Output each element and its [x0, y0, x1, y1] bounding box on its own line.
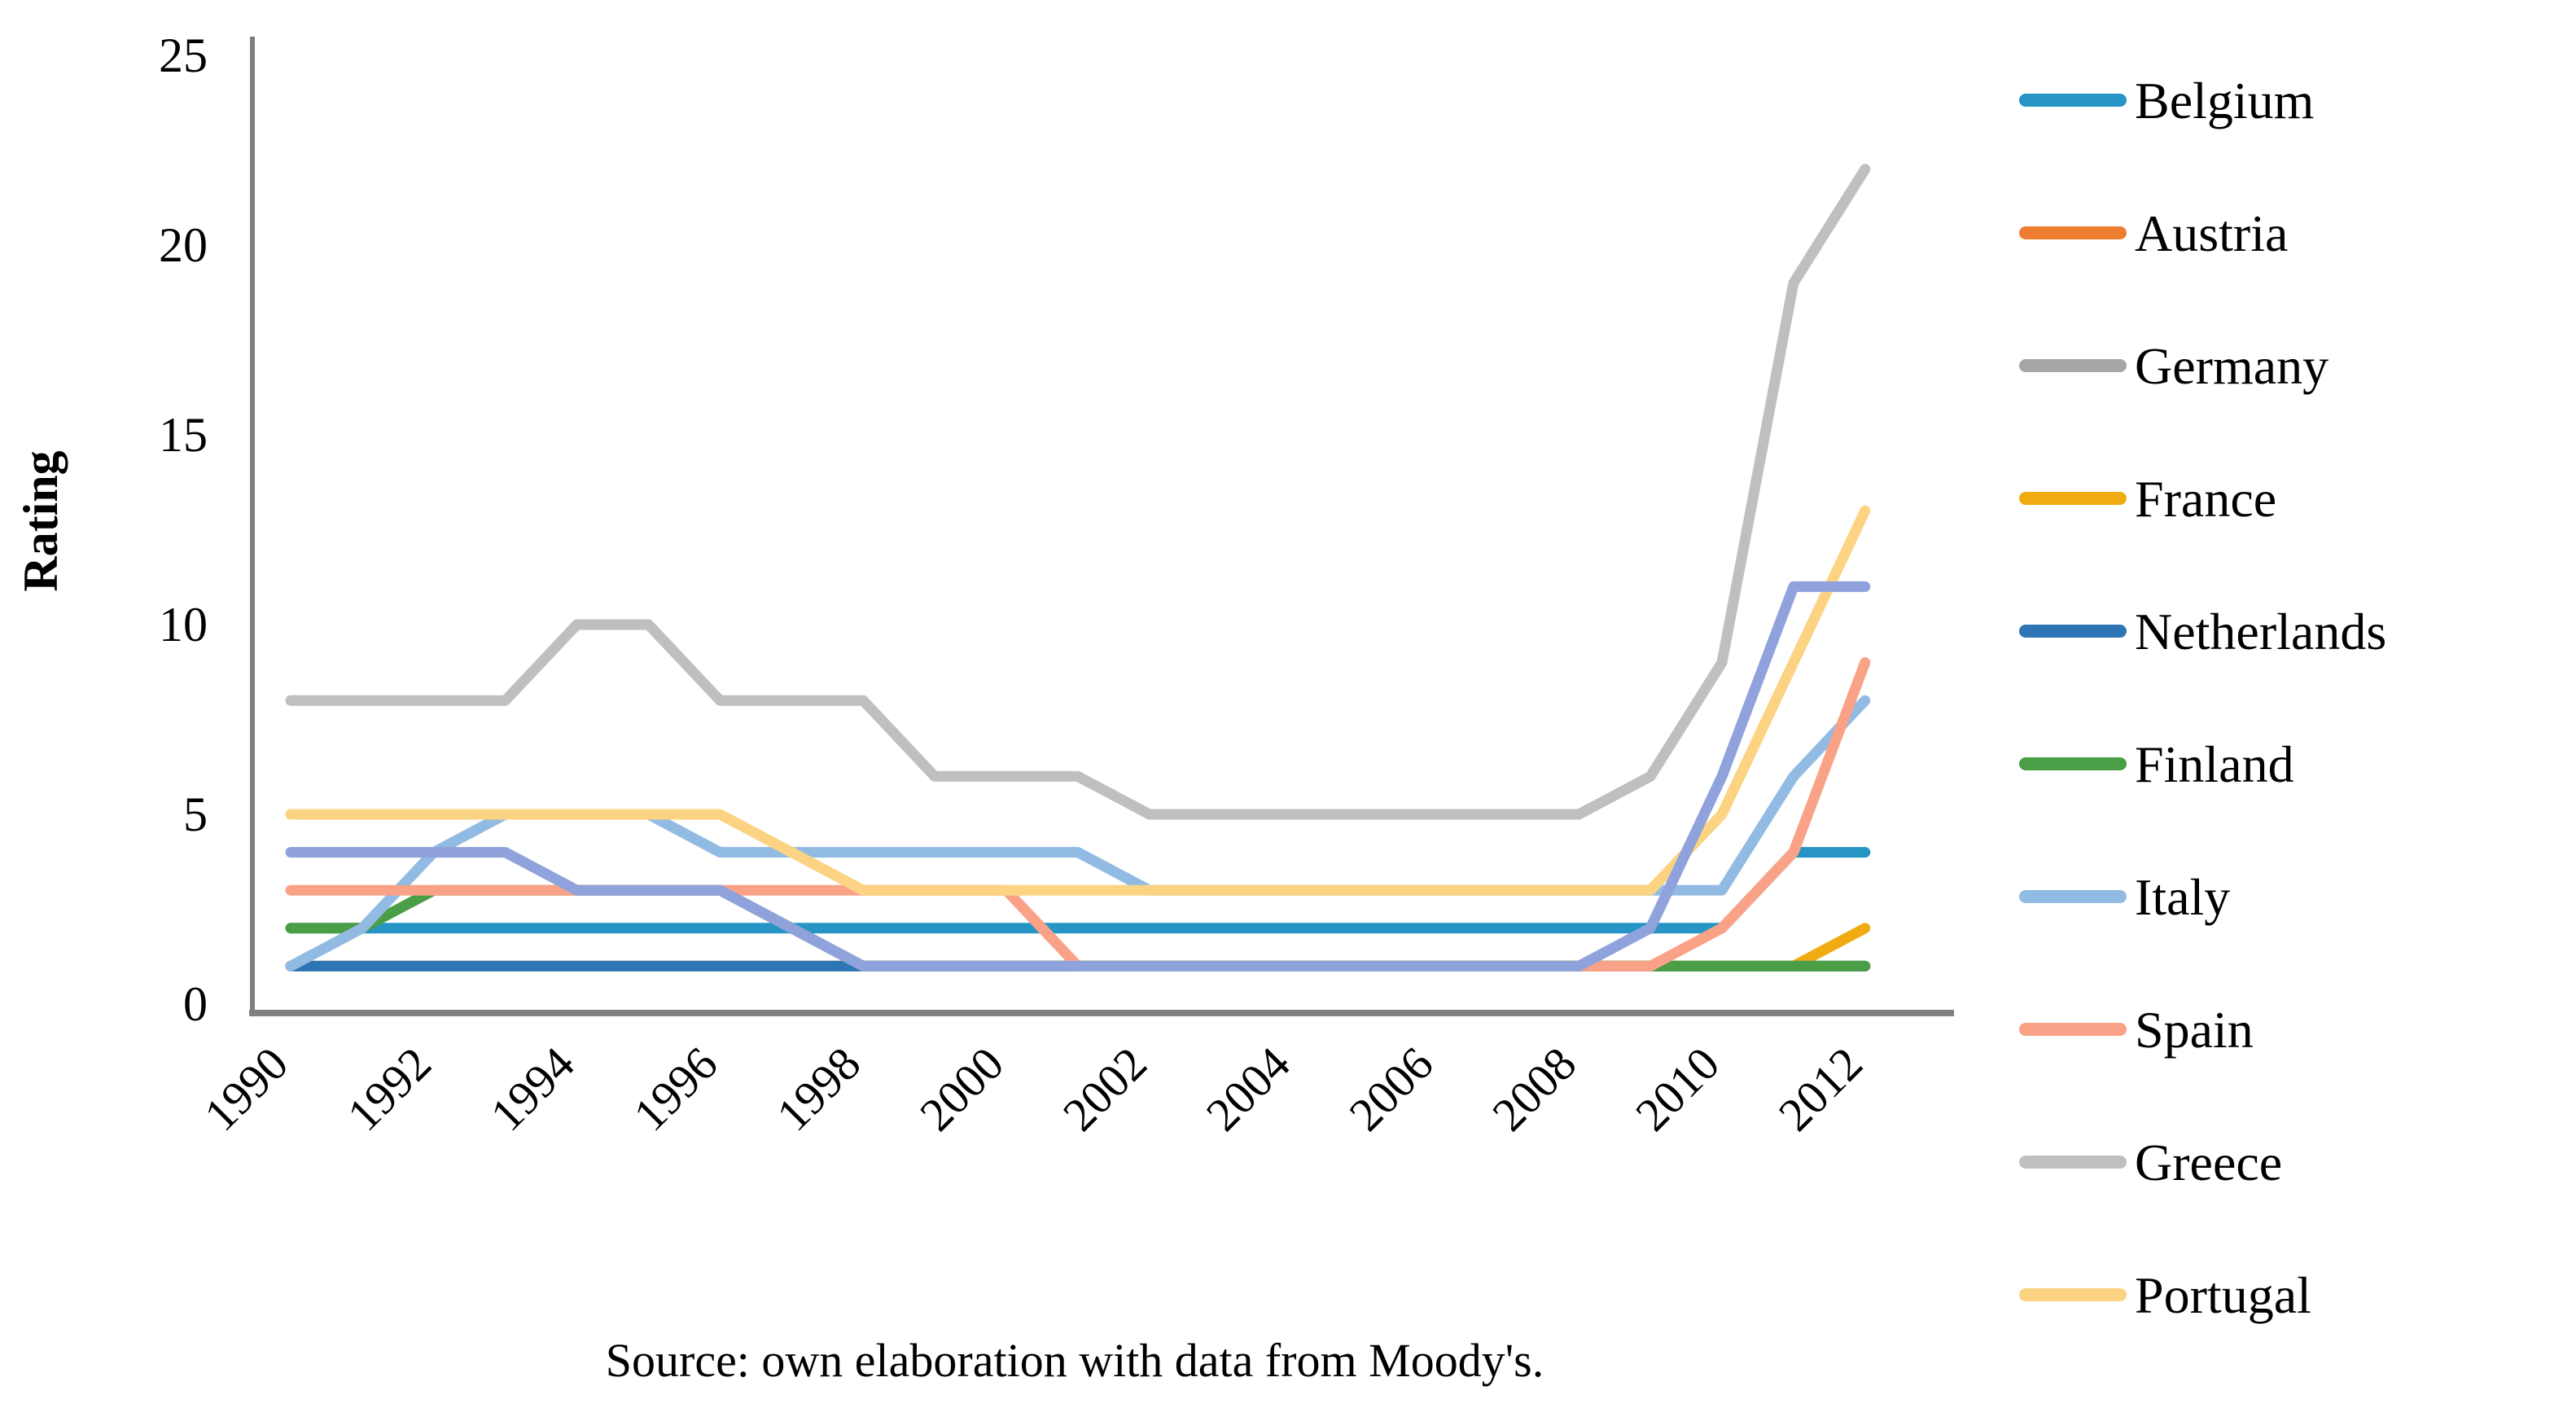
legend-label-france: France [2135, 470, 2276, 528]
legend-swatch-austria [2019, 226, 2127, 239]
y-tick-label-5: 5 [183, 787, 208, 841]
x-axis-ticks: 1990 1992 1994 1996 1998 2000 2002 2004 2006 2008… [194, 1037, 1873, 1141]
legend-label-spain: Spain [2135, 1001, 2254, 1059]
legend-swatch-italy [2019, 890, 2127, 903]
legend-item-finland: Finland [2019, 735, 2294, 793]
x-tick-label-2010: 2010 [1625, 1037, 1729, 1141]
legend-item-austria: Austria [2019, 204, 2288, 262]
x-tick-label-2004: 2004 [1196, 1037, 1300, 1141]
y-tick-label-0: 0 [183, 977, 208, 1031]
legend-swatch-finland [2019, 757, 2127, 770]
series-line--unlabeled- [285, 581, 1871, 972]
x-tick-label-1990: 1990 [194, 1037, 298, 1141]
data-series [285, 164, 1871, 972]
legend-label-portugal: Portugal [2135, 1266, 2311, 1324]
legend-label-netherlands: Netherlands [2135, 603, 2386, 660]
x-tick-label-1998: 1998 [766, 1037, 870, 1141]
legend-item-netherlands: Netherlands [2019, 603, 2386, 660]
x-tick-label-1992: 1992 [337, 1037, 441, 1141]
source-caption: Source: own elaboration with data from M… [606, 1334, 1544, 1387]
legend-swatch-spain [2019, 1023, 2127, 1036]
series-line-portugal [285, 505, 1871, 896]
legend-swatch-germany [2019, 359, 2127, 372]
legend-swatch-belgium [2019, 94, 2127, 107]
legend-item-germany: Germany [2019, 337, 2328, 395]
x-tick-label-2006: 2006 [1339, 1037, 1444, 1141]
x-tick-label-2002: 2002 [1053, 1037, 1157, 1141]
y-tick-label-15: 15 [159, 408, 208, 462]
legend-swatch-france [2019, 492, 2127, 505]
legend-item-portugal: Portugal [2019, 1266, 2311, 1324]
legend-label-italy: Italy [2135, 868, 2230, 926]
legend-swatch-portugal [2019, 1288, 2127, 1301]
series-line-belgium [285, 847, 1871, 934]
x-tick-label-2000: 2000 [909, 1037, 1014, 1141]
x-tick-label-1994: 1994 [480, 1037, 585, 1141]
legend-label-greece: Greece [2135, 1134, 2282, 1191]
x-tick-label-2012: 2012 [1768, 1037, 1873, 1141]
x-tick-label-1996: 1996 [624, 1037, 728, 1141]
legend-swatch-greece [2019, 1156, 2127, 1169]
legend-item-france: France [2019, 470, 2276, 528]
y-tick-label-20: 20 [159, 218, 208, 272]
legend-item-belgium: Belgium [2019, 72, 2314, 129]
y-axis-ticks: 0 5 10 15 20 25 [159, 29, 208, 1031]
legend-label-belgium: Belgium [2135, 72, 2314, 129]
y-axis-title: Rating [14, 450, 68, 591]
legend-label-austria: Austria [2135, 204, 2288, 262]
x-tick-label-2008: 2008 [1482, 1037, 1586, 1141]
legend-label-finland: Finland [2135, 735, 2294, 793]
y-tick-label-25: 25 [159, 29, 208, 82]
y-tick-label-10: 10 [159, 598, 208, 651]
legend-swatch-netherlands [2019, 625, 2127, 638]
series-line-greece [285, 164, 1871, 820]
legend-label-germany: Germany [2135, 337, 2328, 395]
legend-item-greece: Greece [2019, 1134, 2282, 1191]
chart-legend: Belgium Austria Germany France Netherlands Fi… [2019, 72, 2386, 1324]
legend-item-spain: Spain [2019, 1001, 2254, 1059]
legend-item-italy: Italy [2019, 868, 2230, 926]
